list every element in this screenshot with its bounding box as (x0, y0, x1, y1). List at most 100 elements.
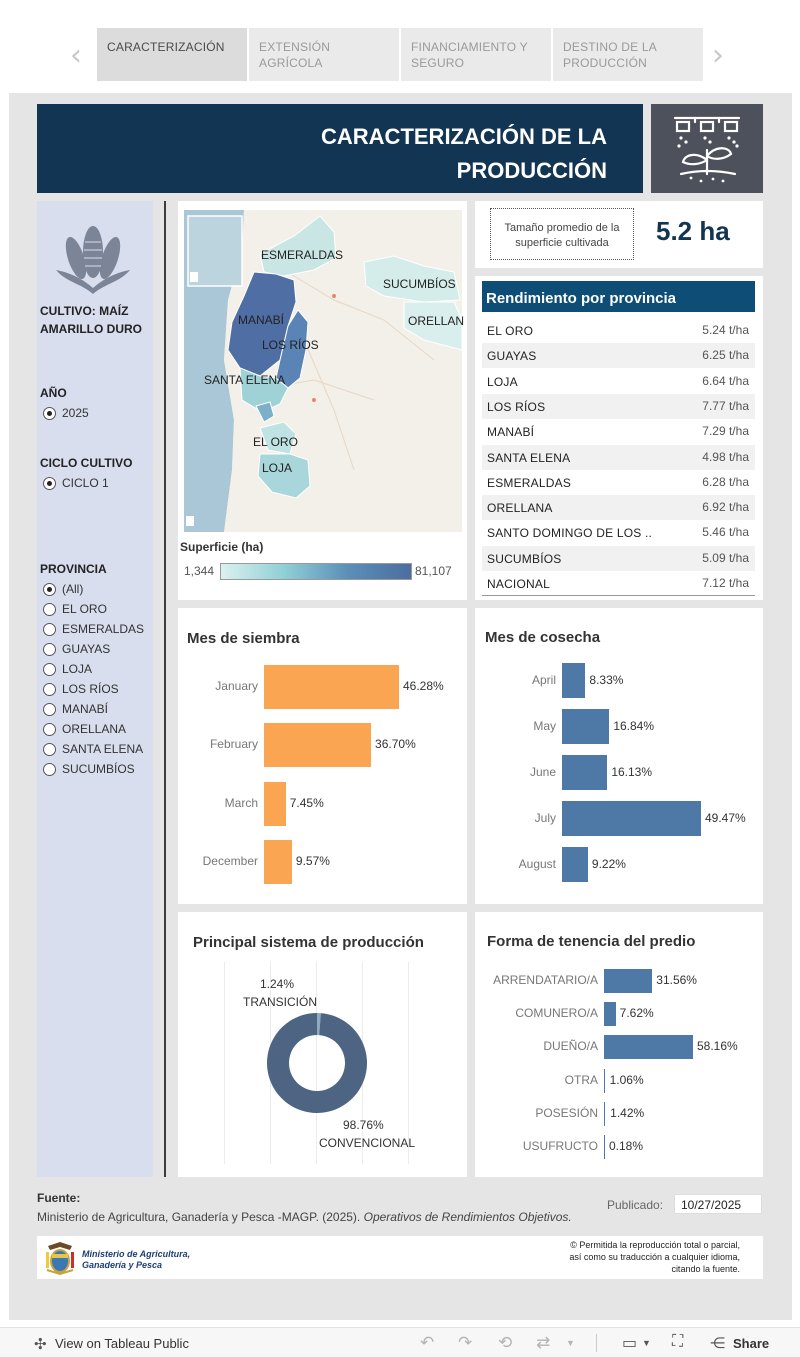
bar[interactable] (562, 663, 586, 698)
province-option-guayas[interactable]: GUAYAS (43, 640, 110, 658)
table-row[interactable]: SANTO DOMINGO DE LOS .. 5.46 t/ha (482, 520, 755, 545)
province-option-label: LOJA (62, 662, 93, 676)
province-option-santa-elena[interactable]: SANTA ELENA (43, 740, 143, 758)
tabs-prev-arrow[interactable]: ‹ (70, 38, 82, 73)
province-option-label: (All) (62, 582, 84, 596)
crop-label: CULTIVO: MAÍZ AMARILLO DURO (40, 304, 142, 336)
tab-caracterizacion[interactable]: CARACTERIZACIÓN (97, 28, 247, 81)
table-row[interactable]: ESMERALDAS 6.28 t/ha (482, 470, 755, 495)
fullscreen-icon[interactable]: ⛶ (672, 1333, 684, 1350)
share-button[interactable]: Share (733, 1336, 770, 1351)
bar-value-label: 8.33% (589, 672, 624, 687)
refresh-dropdown-icon[interactable]: ▼ (566, 1338, 575, 1348)
province-option-label: SANTA ELENA (62, 742, 144, 756)
table-row[interactable]: LOJA 6.64 t/ha (482, 369, 755, 394)
province-yield: 7.77 t/ha (702, 398, 749, 413)
map-label-el-oro: EL ORO (253, 435, 298, 449)
bar[interactable] (264, 781, 286, 826)
radio-icon (43, 742, 56, 756)
category-label: DUEÑO/A (543, 1039, 598, 1054)
table-row[interactable]: NACIONAL 7.12 t/ha (482, 571, 755, 596)
cycle-option-1[interactable]: CICLO 1 (43, 474, 109, 492)
bar[interactable] (604, 1002, 616, 1027)
tab-extension-agricola[interactable]: EXTENSIÓN AGRÍCOLA (249, 28, 399, 81)
map-label-sucumbios: SUCUMBÍOS (383, 277, 456, 291)
province-option-label: LOS RÍOS (62, 682, 119, 696)
credits-panel (37, 1236, 763, 1279)
bar[interactable] (604, 1068, 605, 1093)
bar[interactable] (604, 1135, 605, 1159)
category-label: December (202, 853, 258, 868)
province-option-los-rios[interactable]: LOS RÍOS (43, 680, 119, 698)
gridline (408, 962, 409, 1164)
tab-financiamiento[interactable]: FINANCIAMIENTO Y SEGURO (401, 28, 551, 81)
table-row[interactable]: MANABÍ 7.29 t/ha (482, 419, 755, 444)
donut-label-transicion-value: 1.24% (260, 977, 295, 991)
province-option-sucumbios[interactable]: SUCUMBÍOS (43, 760, 135, 778)
year-option-2025[interactable]: 2025 (43, 404, 89, 422)
province-option-el-oro[interactable]: EL ORO (43, 600, 107, 618)
harvest-month-panel (475, 608, 763, 904)
tableau-toolbar (0, 1327, 800, 1357)
province-name: ORELLANA (487, 501, 553, 516)
bar[interactable] (562, 709, 610, 744)
view-on-tableau-link[interactable]: View on Tableau Public (55, 1336, 189, 1351)
category-label: May (533, 718, 556, 733)
kpi-panel (475, 201, 763, 268)
bar[interactable] (562, 801, 701, 836)
table-row[interactable]: ORELLANA 6.92 t/ha (482, 495, 755, 521)
province-option-esmeraldas[interactable]: ESMERALDAS (43, 620, 144, 638)
gridline (224, 962, 225, 1164)
table-row[interactable]: SANTA ELENA 4.98 t/ha (482, 444, 755, 470)
donut-slice-transición[interactable] (317, 1013, 321, 1036)
production-system-donut[interactable] (262, 1008, 372, 1118)
table-row[interactable]: EL ORO 5.24 t/ha (482, 318, 755, 343)
donut-slice-convencional[interactable] (267, 1013, 367, 1113)
bar[interactable] (562, 755, 608, 790)
rights-line2: así como su traducción a cualquier idiom… (569, 1252, 740, 1262)
map-legend-min: 1,344 (184, 564, 215, 578)
published-date: 10/27/2025 (674, 1194, 762, 1214)
bar[interactable] (264, 723, 372, 768)
device-layout-icon[interactable]: ▭ (622, 1335, 638, 1352)
bar[interactable] (562, 847, 588, 882)
bar[interactable] (604, 1101, 605, 1126)
province-option-manabi[interactable]: MANABÍ (43, 700, 108, 718)
category-label: June (529, 764, 556, 779)
province-name: EL ORO (487, 324, 534, 338)
table-row[interactable]: LOS RÍOS 7.77 t/ha (482, 393, 755, 419)
bar[interactable] (604, 969, 653, 993)
table-row[interactable]: GUAYAS 6.25 t/ha (482, 343, 755, 369)
radio-icon (43, 702, 56, 716)
map-label-los-rios: LOS RÍOS (262, 338, 319, 352)
bar[interactable] (264, 665, 399, 709)
map-label-manabi: MANABÍ (238, 313, 285, 327)
province-name: LOJA (487, 374, 518, 389)
table-row[interactable]: SUCUMBÍOS 5.09 t/ha (482, 545, 755, 571)
province-option-all[interactable]: (All) (43, 580, 83, 598)
device-layout-dropdown-icon[interactable]: ▼ (642, 1338, 651, 1348)
province-map[interactable] (184, 210, 463, 532)
tab-destino[interactable]: DESTINO DE LA PRODUCCIÓN (553, 28, 703, 81)
filter-sidebar (37, 201, 153, 1177)
province-option-loja[interactable]: LOJA (43, 660, 92, 678)
province-name: ESMERALDAS (487, 475, 572, 490)
revert-icon[interactable]: ⟲ (498, 1333, 513, 1352)
province-option-orellana[interactable]: ORELLANA (43, 720, 126, 738)
bar[interactable] (264, 839, 292, 884)
bar[interactable] (604, 1035, 693, 1060)
published-label: Publicado: (607, 1198, 664, 1212)
map-legend-max: 81,107 (415, 564, 452, 578)
province-option-label: ESMERALDAS (62, 622, 145, 636)
year-option-label: 2025 (62, 406, 89, 420)
map-label-loja: LOJA (262, 461, 293, 475)
tabs-next-arrow[interactable]: › (712, 38, 724, 73)
refresh-icon[interactable]: ⇄ (536, 1333, 551, 1352)
undo-icon[interactable]: ↶ (420, 1333, 435, 1352)
category-label: March (224, 795, 258, 810)
source-label: Fuente: (37, 1191, 81, 1205)
redo-icon[interactable]: ↷ (458, 1333, 473, 1352)
irrigation-plant-icon (651, 104, 763, 193)
category-label: August (518, 856, 556, 871)
share-icon[interactable]: ⋲ (710, 1335, 725, 1352)
